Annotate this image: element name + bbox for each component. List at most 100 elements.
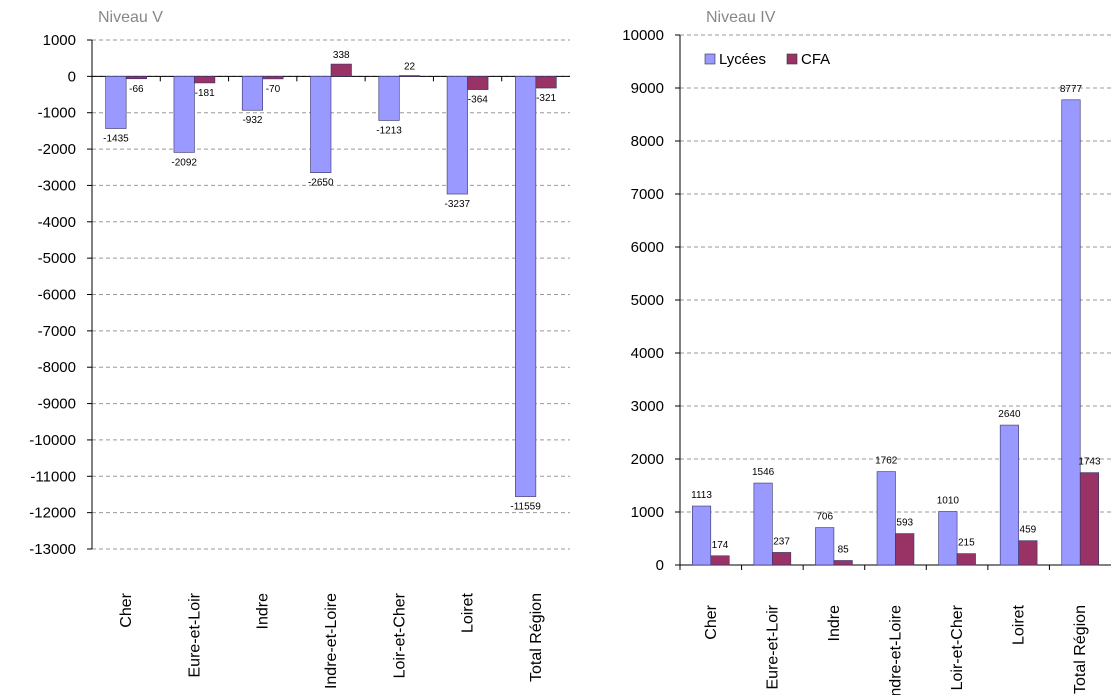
chart-niveau-v: 1000 0 -1000 -2000 -3000 -4000 -5000 -6000 -7000… (29, 9, 570, 689)
data-label: 215 (958, 538, 975, 549)
bar-cfa (262, 76, 284, 80)
bar-lycees (310, 76, 332, 174)
chart-niveau-iv: 1000090008000700060005000400030002000100… (622, 9, 1111, 695)
bar-lycees (999, 424, 1019, 566)
y-tick-label: -11000 (30, 468, 76, 485)
data-label: 593 (896, 518, 913, 529)
bar-lycees (515, 76, 537, 497)
bar-cfa (710, 555, 730, 566)
bar-lycees (105, 76, 127, 129)
data-label: 1546 (752, 467, 775, 478)
legend: Lycées CFA (704, 51, 830, 68)
category-label: Total Région (1072, 605, 1089, 694)
data-label: -11559 (510, 502, 541, 513)
data-label: 706 (816, 512, 833, 523)
bar-cfa (535, 76, 557, 89)
category-label: Loiret (1011, 604, 1028, 645)
legend-swatch-cfa (786, 53, 798, 65)
data-label: 237 (773, 536, 790, 547)
bar-lycees (938, 511, 958, 566)
y-tick-label: -5000 (38, 250, 76, 267)
bar-lycees (446, 76, 468, 195)
category-label: Cher (118, 592, 135, 627)
y-tick-label: 5000 (631, 292, 664, 309)
bar-lycees (753, 482, 773, 566)
bar-lycees (241, 76, 264, 111)
y-tick-label: 7000 (631, 186, 664, 203)
category-label: Indre (255, 593, 272, 630)
data-label: 1010 (937, 495, 960, 506)
category-label: Total Région (528, 593, 545, 682)
bar-cfa (1079, 472, 1099, 566)
data-label: -70 (266, 84, 281, 95)
y-tick-label: 10000 (622, 27, 664, 44)
category-label: Indre (826, 605, 843, 642)
y-tick-label: -2000 (38, 141, 76, 158)
y-tick-label: -3000 (38, 177, 76, 194)
bar-cfa (398, 75, 421, 77)
data-label: 1743 (1078, 457, 1101, 468)
y-tick-label: 0 (68, 68, 76, 85)
legend-label: CFA (801, 51, 830, 68)
y-tick-label: -1000 (38, 105, 76, 122)
bar-lycees (692, 505, 712, 566)
y-tick-label: -12000 (29, 505, 76, 522)
data-label: -364 (468, 95, 488, 106)
data-label: -321 (536, 93, 556, 104)
y-tick-label: -4000 (38, 214, 76, 231)
y-tick-label: -10000 (29, 432, 76, 449)
data-label: -3237 (445, 199, 471, 210)
y-tick-label: 1000 (631, 504, 664, 521)
data-label: -1213 (376, 125, 402, 136)
y-tick-label: -6000 (38, 287, 76, 304)
category-label: Indre-et-Loire (888, 605, 905, 695)
y-tick-label: 3000 (631, 398, 664, 415)
y-tick-label: 2000 (631, 451, 664, 468)
data-label: 338 (333, 50, 350, 61)
data-label: -1435 (103, 134, 129, 145)
category-label: Eure-et-Loir (764, 604, 781, 689)
data-label: 8777 (1060, 84, 1083, 95)
category-label: Loir-et-Cher (949, 604, 966, 690)
bar-cfa (330, 63, 352, 77)
data-label: 459 (1020, 525, 1037, 536)
data-label: 85 (838, 544, 850, 555)
y-tick-label: -7000 (38, 323, 76, 340)
y-tick-label: 4000 (631, 345, 664, 362)
bar-cfa (194, 76, 216, 84)
bar-cfa (125, 76, 147, 80)
bar-lycees (1061, 99, 1081, 566)
y-tick-label: 8000 (631, 133, 664, 150)
legend-swatch-lycees (704, 53, 716, 65)
y-tick-label: 0 (656, 557, 664, 574)
bar-lycees (173, 76, 195, 153)
chart-title: Niveau IV (706, 9, 776, 26)
category-label: Eure-et-Loir (186, 592, 203, 677)
y-tick-label: -9000 (38, 396, 76, 413)
data-label: -932 (242, 115, 262, 126)
data-label: 1113 (691, 490, 712, 501)
category-label: Cher (703, 604, 720, 639)
bar-cfa (1018, 540, 1038, 566)
bar-cfa (772, 552, 792, 566)
data-label: -181 (195, 88, 215, 99)
bar-cfa (833, 560, 853, 566)
y-tick-label: -8000 (38, 359, 76, 376)
bar-lycees (815, 527, 835, 566)
category-label: Loir-et-Cher (391, 592, 408, 678)
data-label: 174 (712, 540, 729, 551)
y-tick-label: 9000 (631, 80, 664, 97)
bar-lycees (876, 471, 896, 566)
y-tick-label: 6000 (631, 239, 664, 256)
bar-lycees (378, 76, 400, 121)
data-label: -2092 (171, 157, 197, 168)
bar-cfa (467, 76, 489, 90)
data-label: -2650 (308, 178, 334, 189)
chart-title: Niveau V (98, 9, 163, 26)
bar-cfa (895, 533, 915, 566)
y-tick-label: -13000 (29, 541, 76, 558)
data-label: -66 (129, 84, 144, 95)
data-label: 1762 (875, 456, 898, 467)
data-label: 22 (404, 62, 416, 73)
